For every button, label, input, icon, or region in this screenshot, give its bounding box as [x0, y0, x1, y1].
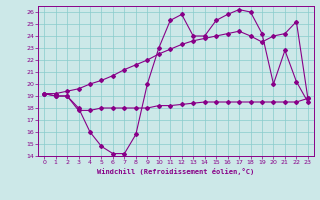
X-axis label: Windchill (Refroidissement éolien,°C): Windchill (Refroidissement éolien,°C)	[97, 168, 255, 175]
